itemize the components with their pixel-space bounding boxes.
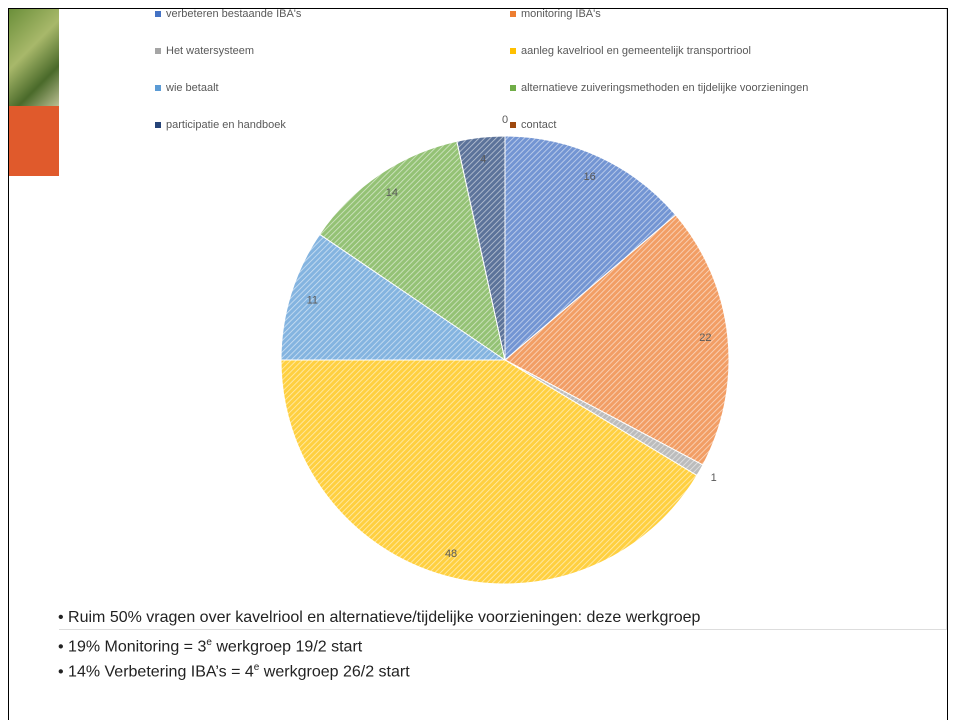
bullet-after: werkgroep 26/2 start <box>259 663 410 681</box>
data-label: 0 <box>502 114 508 126</box>
bullet-after: werkgroep 19/2 start <box>211 638 363 656</box>
bullet-sup: e <box>253 662 260 673</box>
data-label: 16 <box>584 171 596 183</box>
bullet-sup: e <box>206 637 212 648</box>
photo <box>9 9 61 109</box>
slice-hatch <box>281 360 697 584</box>
data-label: 48 <box>445 548 457 560</box>
data-label: 22 <box>699 332 711 344</box>
bullet: • Ruim 50% vragen over kavelriool en alt… <box>58 609 701 626</box>
legend-label: participatie en handboek <box>166 119 286 131</box>
legend-marker <box>155 85 161 91</box>
legend-label: monitoring IBA's <box>521 8 601 20</box>
chart: verbeteren bestaande IBA's monitoring IBA… <box>155 8 808 585</box>
data-label: 1 <box>711 472 717 484</box>
slice-hatch <box>505 136 676 360</box>
bullet-text: 14% Verbetering IBA’s = 4 <box>68 663 254 681</box>
legend-marker <box>155 122 161 128</box>
slice-hatch <box>281 234 505 360</box>
legend-marker <box>510 85 516 91</box>
legend-marker <box>510 48 516 54</box>
slice-hatch <box>319 141 505 360</box>
legend-marker <box>155 48 161 54</box>
data-label: 4 <box>480 153 486 165</box>
legend-label: aanleg kavelriool en gemeentelijk transp… <box>521 45 751 57</box>
data-label: 14 <box>386 187 398 199</box>
legend-label: wie betaalt <box>165 82 219 94</box>
legend-marker <box>510 11 516 17</box>
data-label: 11 <box>307 295 318 307</box>
bullet-list: • Ruim 50% vragen over kavelriool en alt… <box>58 605 700 680</box>
bullet-text: 19% Monitoring = 3 <box>68 638 207 656</box>
legend-label: alternatieve zuiveringsmethoden en tijde… <box>521 82 808 94</box>
slice-hatch <box>505 214 729 465</box>
slice-hatch <box>456 136 505 360</box>
legend-label: contact <box>521 119 556 131</box>
bullet-text: Ruim 50% vragen over kavelriool en alter… <box>68 609 701 626</box>
bullet: • 19% Monitoring = 3e werkgroep 19/2 sta… <box>58 637 363 656</box>
legend-label: verbeteren bestaande IBA's <box>166 8 302 20</box>
legend-label: Het watersysteem <box>166 45 254 57</box>
bullet: • 14% Verbetering IBA’s = 4e werkgroep 2… <box>58 662 410 681</box>
slice-hatch <box>505 360 703 476</box>
legend-marker <box>510 122 516 128</box>
legend-marker <box>155 11 161 17</box>
